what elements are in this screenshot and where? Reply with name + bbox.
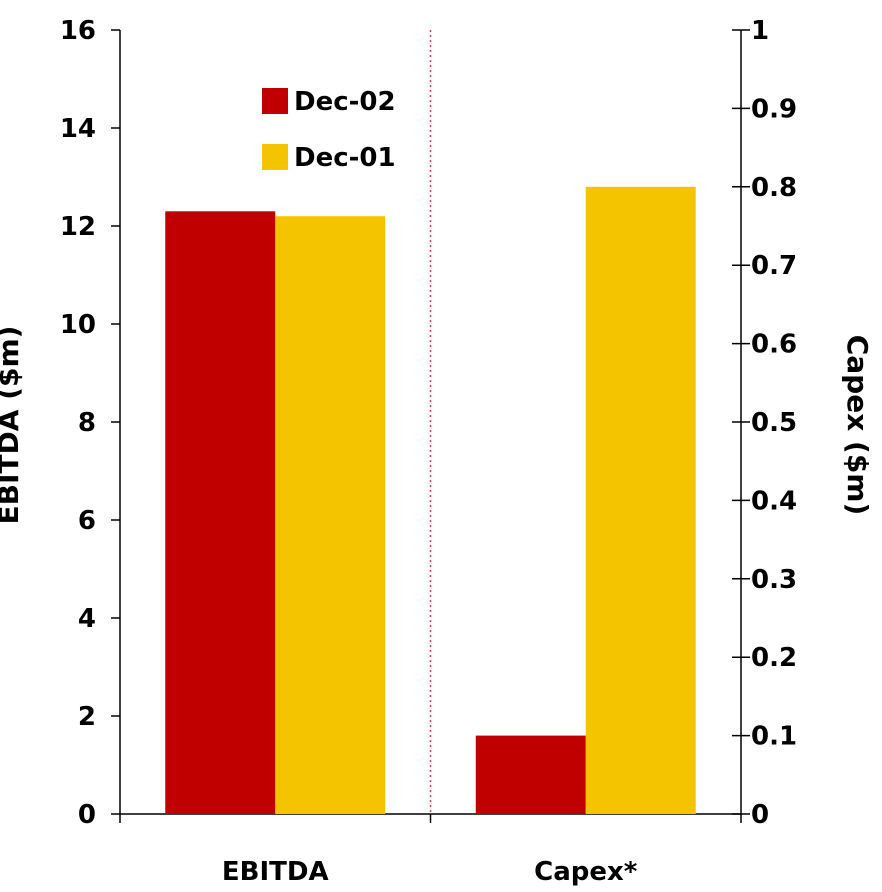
bar [585, 186, 696, 815]
right-tick-label: 0.9 [751, 94, 797, 124]
left-tick-label: 0 [78, 800, 96, 830]
bar [475, 735, 586, 814]
right-tick-label: 0.5 [751, 408, 797, 438]
right-axis-title: Capex ($m) [841, 335, 874, 516]
right-tick-label: 0.4 [751, 486, 797, 516]
left-tick-label: 16 [60, 16, 96, 46]
legend: Dec-02 Dec-01 [262, 87, 396, 173]
bar [275, 216, 386, 814]
left-tick-label: 6 [78, 506, 96, 536]
right-tick-label: 0.1 [751, 722, 797, 752]
legend-label: Dec-01 [294, 143, 396, 173]
bar [165, 211, 276, 815]
right-tick-label: 0.2 [751, 643, 797, 673]
left-tick-label: 8 [78, 408, 96, 438]
category-label: EBITDA [222, 857, 329, 887]
bars [165, 186, 696, 815]
left-tick-label: 2 [78, 702, 96, 732]
category-labels: EBITDA Capex* [222, 857, 638, 887]
left-tick-label: 12 [60, 212, 96, 242]
right-tick-label: 0.7 [751, 251, 797, 281]
right-tick-label: 0 [751, 800, 769, 830]
legend-label: Dec-02 [294, 87, 396, 117]
tick-labels: 0 2 4 6 8 10 12 14 16 0 0.1 0.2 0.3 0.4 0.5 0.6 0.7 0.8 0.… [60, 16, 797, 830]
legend-swatch [262, 88, 288, 114]
right-tick-label: 0.6 [751, 330, 797, 360]
legend-swatch [262, 144, 288, 170]
category-label: Capex* [534, 857, 638, 887]
left-axis-title: EBITDA ($m) [0, 326, 25, 525]
right-tick-label: 1 [751, 16, 769, 46]
right-tick-label: 0.3 [751, 565, 797, 595]
left-tick-label: 4 [78, 604, 96, 634]
left-tick-label: 14 [60, 114, 96, 144]
left-tick-label: 10 [60, 310, 96, 340]
right-tick-label: 0.8 [751, 173, 797, 203]
